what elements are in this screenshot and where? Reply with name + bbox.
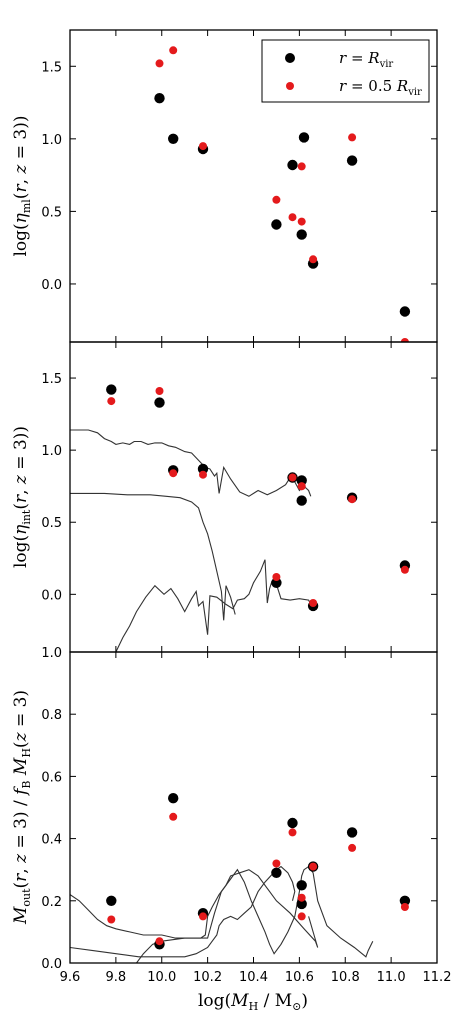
- panel-outflow-mass: 1.0 0.8 0.6 0.4 0.2 0.0 9.6 9.8 10.0 10.2 10.4 10.…: [11, 646, 451, 1013]
- data-point-rvir: [271, 577, 282, 588]
- data-point-half-rvir: [288, 828, 297, 837]
- panel-frame: [69, 341, 438, 653]
- legend: r = Rvir r = 0.5 Rvir: [261, 39, 430, 103]
- y-tick-label: 0.4: [41, 833, 62, 848]
- y-axis-label: log(ηint(r, z = 3)): [11, 426, 33, 568]
- panel-mass-loading: 1.5 1.0 0.5 0.0 log(ηml(r, z = 3)) r = Rvir…: [11, 29, 438, 343]
- data-point-rvir: [287, 817, 298, 829]
- data-point-half-rvir: [288, 213, 297, 222]
- data-point-rvir: [296, 475, 307, 486]
- simulation-track-line: [70, 492, 236, 621]
- y-tick-label: 0.2: [41, 895, 62, 910]
- panel-frame: [69, 651, 438, 964]
- simulation-track-line: [70, 429, 312, 497]
- simulation-track-line: [136, 865, 374, 963]
- x-tick-label: 11.2: [423, 970, 452, 985]
- legend-marker-rvir: [285, 53, 295, 63]
- data-point-rvir: [154, 93, 165, 104]
- data-point-half-rvir: [272, 573, 281, 581]
- x-tick-label: 11.0: [377, 970, 406, 985]
- data-point-half-rvir: [297, 912, 306, 921]
- data-point-half-rvir: [348, 133, 357, 142]
- panel-internal-loading: 1.5 1.0 0.5 0.0 log(ηint(r, z = 3)): [11, 341, 438, 653]
- data-point-half-rvir: [400, 903, 409, 911]
- data-point-half-rvir: [169, 46, 178, 55]
- simulation-track-line: [70, 869, 319, 948]
- legend-label-rvir: r = Rvir: [339, 49, 393, 70]
- data-point-rvir: [168, 793, 179, 804]
- data-point-rvir: [346, 155, 358, 166]
- x-tick-label: 10.0: [147, 970, 176, 985]
- legend-label-half-rvir: r = 0.5 Rvir: [339, 77, 422, 98]
- y-tick-label: 1.0: [41, 444, 62, 459]
- data-point-half-rvir: [400, 338, 409, 342]
- data-point-rvir: [271, 219, 282, 230]
- data-point-half-rvir: [297, 162, 306, 171]
- y-tick-label: 0.6: [41, 770, 62, 785]
- data-point-half-rvir: [169, 812, 178, 821]
- data-point-half-rvir: [309, 255, 318, 264]
- data-point-rvir: [106, 384, 117, 395]
- data-point-rvir: [296, 880, 307, 891]
- y-tick-label: 0.0: [41, 957, 62, 972]
- data-point-rvir: [296, 898, 307, 910]
- simulation-track-line: [70, 865, 296, 958]
- y-tick-label: 0.8: [41, 708, 62, 723]
- data-point-half-rvir: [107, 915, 116, 924]
- x-tick-label: 10.8: [331, 970, 360, 985]
- y-tick-label: 0.0: [41, 278, 62, 293]
- y-tick-label: 0.5: [41, 516, 62, 531]
- data-point-half-rvir: [155, 387, 164, 395]
- y-tick-label: 0.5: [41, 205, 62, 220]
- legend-box: [261, 39, 430, 103]
- data-point-half-rvir: [309, 862, 318, 871]
- data-point-rvir: [168, 133, 179, 144]
- data-point-half-rvir: [288, 473, 297, 482]
- data-point-half-rvir: [297, 217, 306, 226]
- data-point-half-rvir: [297, 893, 306, 902]
- legend-marker-half-rvir: [286, 82, 294, 90]
- x-tick-label: 9.8: [106, 970, 127, 985]
- y-axis-label: Mout(r, z = 3) / fB MH(z = 3): [11, 690, 33, 925]
- data-point-half-rvir: [348, 495, 357, 504]
- x-tick-label: 10.4: [239, 970, 268, 985]
- data-point-rvir: [296, 495, 307, 506]
- y-tick-label: 0.0: [41, 588, 62, 603]
- y-tick-label: 1.5: [41, 60, 62, 75]
- data-point-half-rvir: [309, 599, 318, 607]
- x-axis-label: log(MH / M⊙): [198, 991, 308, 1013]
- y-tick-label: 1.5: [41, 372, 62, 387]
- data-point-half-rvir: [155, 937, 164, 946]
- y-tick-label: 1.0: [41, 646, 62, 661]
- data-point-half-rvir: [272, 195, 281, 204]
- y-tick-label: 1.0: [41, 133, 62, 148]
- data-point-rvir: [296, 229, 307, 240]
- data-point-rvir: [287, 159, 298, 171]
- data-point-half-rvir: [199, 142, 207, 151]
- data-point-rvir: [399, 895, 411, 906]
- data-point-rvir: [154, 397, 165, 408]
- data-point-half-rvir: [107, 397, 116, 406]
- data-point-half-rvir: [155, 59, 164, 68]
- data-point-half-rvir: [199, 470, 207, 479]
- data-point-half-rvir: [169, 469, 178, 478]
- data-point-half-rvir: [199, 912, 207, 921]
- data-point-rvir: [197, 463, 209, 475]
- data-point-rvir: [271, 867, 282, 878]
- data-point-half-rvir: [297, 482, 306, 491]
- data-point-rvir: [106, 895, 117, 906]
- data-point-half-rvir: [272, 859, 281, 868]
- x-tick-label: 10.2: [193, 970, 222, 985]
- simulation-track-line: [115, 559, 316, 652]
- data-point-rvir: [399, 306, 411, 317]
- data-point-rvir: [346, 827, 358, 838]
- data-point-rvir: [298, 132, 310, 143]
- data-point-half-rvir: [348, 843, 357, 852]
- x-tick-label: 9.6: [60, 970, 81, 985]
- x-tick-label: 10.6: [285, 970, 314, 985]
- y-axis-label: log(ηml(r, z = 3)): [11, 115, 33, 256]
- data-point-half-rvir: [400, 565, 409, 574]
